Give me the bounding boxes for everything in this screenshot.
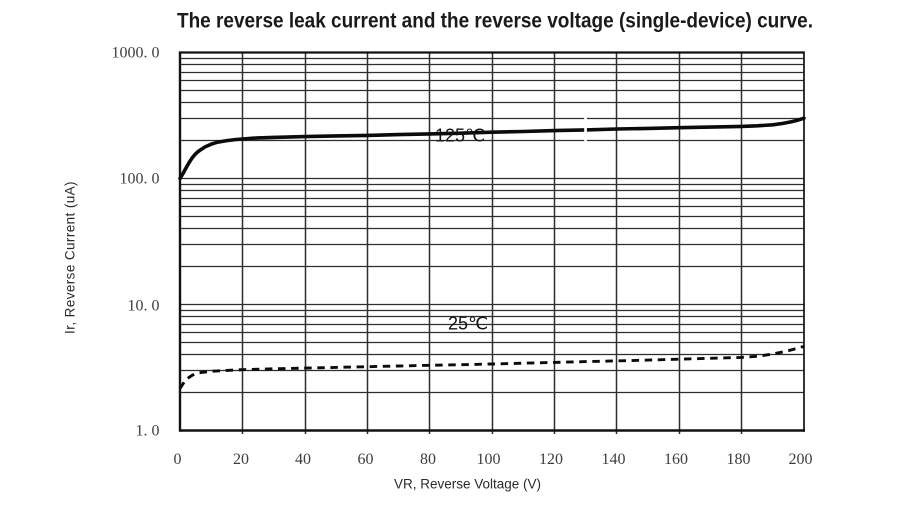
svg-text:100: 100 xyxy=(477,451,501,468)
svg-text:VR, Reverse Voltage (V): VR, Reverse Voltage (V) xyxy=(394,477,541,492)
svg-text:40: 40 xyxy=(295,451,311,468)
svg-text:0: 0 xyxy=(174,451,182,468)
svg-text:100. 0: 100. 0 xyxy=(120,171,160,188)
svg-text:10. 0: 10. 0 xyxy=(128,298,160,315)
svg-text:80: 80 xyxy=(420,451,436,468)
svg-text:125℃: 125℃ xyxy=(435,126,485,146)
svg-text:200: 200 xyxy=(789,451,813,468)
svg-text:1000. 0: 1000. 0 xyxy=(112,45,160,62)
svg-text:60: 60 xyxy=(358,451,374,468)
svg-text:25℃: 25℃ xyxy=(448,314,488,334)
svg-text:The reverse leak current and t: The reverse leak current and the reverse… xyxy=(177,9,813,33)
svg-text:120: 120 xyxy=(539,451,563,468)
svg-text:140: 140 xyxy=(602,451,626,468)
svg-text:20: 20 xyxy=(233,451,249,468)
svg-text:160: 160 xyxy=(664,451,688,468)
svg-text:Ir, Reverse Current (uA): Ir, Reverse Current (uA) xyxy=(63,181,78,334)
svg-text:180: 180 xyxy=(727,451,751,468)
svg-text:1. 0: 1. 0 xyxy=(136,423,160,440)
